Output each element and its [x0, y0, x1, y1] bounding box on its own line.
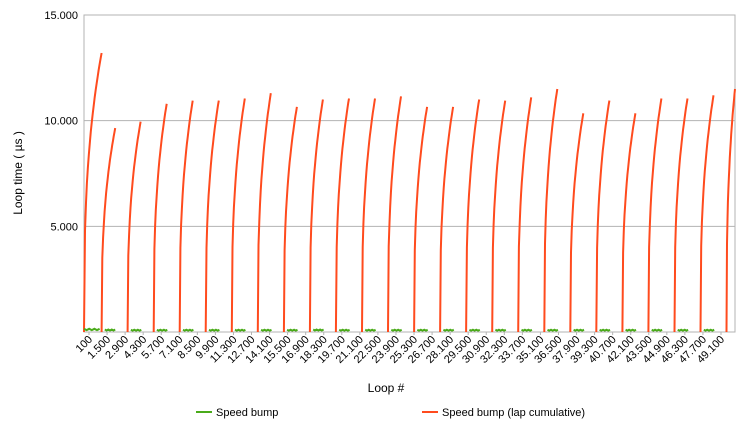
y-tick-label: 10.000	[44, 116, 78, 128]
lap-cumulative-line	[699, 95, 715, 333]
lap-cumulative-line	[178, 100, 194, 333]
lap-cumulative-line	[100, 127, 117, 333]
lap-cumulative-line	[230, 98, 246, 333]
lap-cumulative-line	[647, 98, 663, 333]
speed-bump-line	[677, 328, 689, 332]
plot-frame	[83, 14, 736, 333]
speed-bump-line	[338, 328, 351, 332]
legend-label-speed-bump-lap-cumulative: Speed bump (lap cumulative)	[442, 407, 585, 419]
lap-cumulative-line	[308, 99, 324, 333]
lap-cumulative-line	[491, 100, 507, 333]
speed-bump-line	[703, 328, 715, 332]
lap-cumulative-line	[256, 93, 272, 333]
speed-bump-line	[390, 328, 403, 332]
lap-cumulative-line	[413, 106, 429, 333]
speed-bump-line	[521, 328, 533, 332]
y-tick-label: 5.000	[50, 221, 78, 233]
speed-bump-line	[364, 328, 377, 332]
legend-label-speed-bump: Speed bump	[216, 407, 278, 419]
lap-cumulative-line	[725, 88, 736, 333]
speed-bump-line	[182, 328, 194, 332]
speed-bump-line	[104, 328, 116, 332]
speed-bump-line	[312, 328, 325, 332]
lap-cumulative-line	[282, 106, 298, 333]
speed-bump-line	[234, 328, 246, 332]
speed-bump-line	[599, 328, 611, 332]
lap-cumulative-line	[334, 98, 350, 333]
y-axis-title: Loop time ( µs )	[11, 131, 25, 215]
lap-cumulative-line	[517, 97, 533, 333]
speed-bump-line	[651, 328, 663, 332]
series-layer	[83, 52, 736, 333]
speed-bump-line	[130, 328, 142, 332]
lap-cumulative-line	[361, 98, 376, 333]
x-axis-title: Loop #	[368, 381, 405, 395]
speed-bump-line	[573, 328, 585, 332]
legend: Speed bump Speed bump (lap cumulative)	[196, 407, 585, 419]
speed-bump-line	[442, 328, 455, 332]
speed-bump-line	[286, 328, 298, 332]
lap-cumulative-line	[439, 106, 455, 333]
speed-bump-line	[416, 328, 429, 332]
y-tick-labels: 5.000 10.000 15.000	[44, 10, 78, 233]
speed-bump-line	[468, 328, 481, 332]
lap-cumulative-line	[152, 103, 168, 333]
speed-bump-line	[625, 328, 637, 332]
lap-cumulative-line	[83, 52, 103, 333]
speed-bump-line	[494, 328, 507, 332]
speed-bump-line	[156, 328, 168, 332]
lap-cumulative-line	[204, 100, 220, 333]
x-tick-labels: 1001.5002.9004.3005.7007.1008.5009.90011…	[74, 332, 727, 366]
speed-bump-line	[547, 328, 559, 332]
lap-cumulative-line	[673, 98, 689, 333]
lap-cumulative-line	[543, 88, 559, 333]
lap-cumulative-line	[621, 113, 637, 333]
lap-cumulative-line	[126, 121, 142, 333]
speed-bump-line	[208, 328, 220, 332]
y-tick-label: 15.000	[44, 10, 78, 22]
speed-bump-line	[260, 328, 272, 332]
lap-cumulative-line	[569, 113, 585, 333]
lap-cumulative-line	[595, 100, 611, 333]
speed-bump-line	[83, 327, 101, 332]
lap-cumulative-line	[465, 99, 481, 333]
lap-cumulative-line	[387, 96, 402, 333]
